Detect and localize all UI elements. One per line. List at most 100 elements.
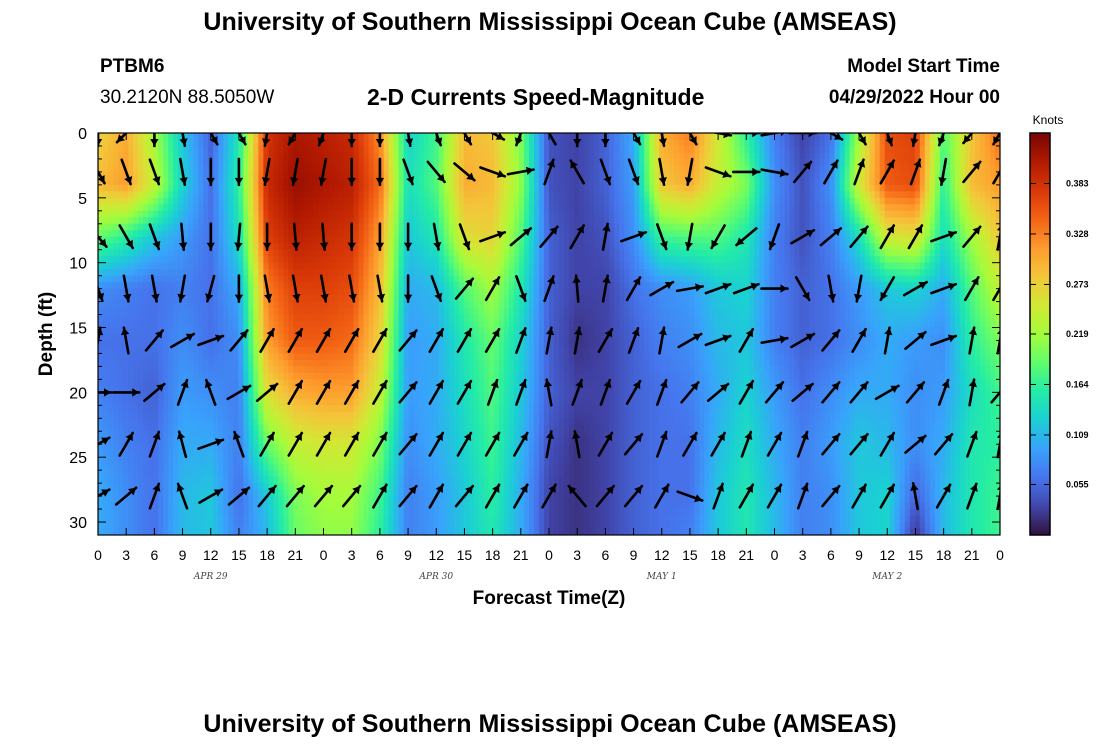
heatmap-cell: [754, 139, 761, 147]
heatmap-cell: [959, 204, 966, 212]
heatmap-cell: [849, 301, 856, 309]
heatmap-cell: [448, 308, 455, 316]
heatmap-cell: [849, 288, 856, 296]
heatmap-cell: [994, 282, 1000, 290]
heatmap-cell: [674, 243, 680, 251]
heatmap-cell: [98, 165, 104, 173]
heatmap-cell: [604, 256, 610, 264]
heatmap-cell: [709, 210, 715, 218]
heatmap-cell: [398, 165, 405, 173]
heatmap-cell: [904, 171, 911, 179]
heatmap-cell: [789, 223, 796, 231]
heatmap-cell: [373, 204, 380, 212]
heatmap-cell: [554, 282, 560, 290]
heatmap-cell: [709, 152, 715, 160]
heatmap-cell: [874, 236, 881, 244]
heatmap-cell: [759, 204, 766, 212]
heatmap-cell: [268, 269, 274, 277]
heatmap-cell: [338, 308, 345, 316]
heatmap-cell: [373, 217, 380, 225]
heatmap-cell: [619, 301, 625, 309]
heatmap-cell: [654, 184, 660, 192]
heatmap-cell: [108, 243, 114, 251]
heatmap-cell: [393, 204, 400, 212]
heatmap-cell: [924, 191, 931, 199]
heatmap-cell: [378, 269, 385, 277]
heatmap-cell: [233, 165, 239, 173]
heatmap-cell: [684, 269, 690, 277]
heatmap-cell: [388, 288, 395, 296]
heatmap-cell: [829, 204, 836, 212]
heatmap-cell: [318, 236, 325, 244]
heatmap-cell: [609, 275, 615, 283]
heatmap-cell: [644, 191, 650, 199]
heatmap-cell: [994, 301, 1000, 309]
heatmap-cell: [874, 184, 881, 192]
heatmap-cell: [278, 139, 285, 147]
heatmap-cell: [383, 282, 390, 290]
heatmap-cell: [528, 197, 535, 205]
heatmap-cell: [619, 249, 625, 257]
heatmap-cell: [438, 210, 445, 218]
heatmap-cell: [869, 139, 876, 147]
heatmap-cell: [579, 288, 585, 296]
heatmap-cell: [924, 249, 931, 257]
heatmap-cell: [679, 184, 685, 192]
heatmap-cell: [303, 256, 310, 264]
heatmap-cell: [108, 184, 114, 192]
heatmap-cell: [934, 210, 941, 218]
heatmap-cell: [223, 145, 229, 154]
heatmap-cell: [984, 243, 991, 251]
heatmap-cell: [248, 197, 254, 205]
heatmap-cell: [213, 282, 219, 290]
heatmap-cell: [443, 301, 450, 309]
heatmap-cell: [193, 210, 199, 218]
heatmap-cell: [118, 236, 124, 244]
heatmap-cell: [659, 282, 665, 290]
heatmap-cell: [684, 217, 690, 225]
heatmap-cell: [483, 217, 490, 225]
heatmap-cell: [614, 158, 620, 167]
heatmap-cell: [784, 230, 791, 238]
heatmap-cell: [919, 275, 926, 283]
heatmap-cell: [258, 282, 264, 290]
heatmap-cell: [338, 249, 345, 257]
heatmap-cell: [368, 295, 375, 303]
heatmap-cell: [744, 217, 751, 225]
heatmap-cell: [979, 301, 986, 309]
heatmap-cell: [508, 249, 515, 257]
heatmap-cell: [579, 275, 585, 283]
heatmap-cell: [939, 145, 946, 154]
heatmap-cell: [498, 204, 505, 212]
heatmap-cell: [308, 133, 315, 141]
heatmap-cell: [408, 223, 415, 231]
heatmap-cell: [969, 145, 976, 154]
heatmap-cell: [448, 145, 455, 154]
heatmap-cell: [198, 184, 204, 192]
heatmap-cell: [859, 288, 866, 296]
heatmap-cell: [829, 256, 836, 264]
heatmap-cell: [664, 197, 670, 205]
heatmap-cell: [388, 217, 395, 225]
heatmap-cell: [228, 178, 234, 186]
heatmap-cell: [293, 275, 300, 283]
heatmap-cell: [413, 282, 420, 290]
heatmap-cell: [163, 249, 169, 257]
heatmap-cell: [559, 178, 565, 186]
heatmap-cell: [423, 171, 430, 179]
heatmap-cell: [559, 275, 565, 283]
heatmap-cell: [208, 217, 214, 225]
heatmap-cell: [919, 288, 926, 296]
heatmap-cell: [183, 158, 189, 167]
heatmap-cell: [979, 243, 986, 251]
heatmap-cell: [203, 282, 209, 290]
heatmap-cell: [729, 288, 736, 296]
heatmap-cell: [358, 269, 365, 277]
heatmap-cell: [538, 295, 545, 303]
heatmap-cell: [128, 230, 134, 238]
heatmap-cell: [549, 223, 555, 231]
heatmap-cell: [263, 249, 269, 257]
heatmap-cell: [328, 249, 335, 257]
heatmap-cell: [874, 301, 881, 309]
heatmap-cell: [508, 295, 515, 303]
